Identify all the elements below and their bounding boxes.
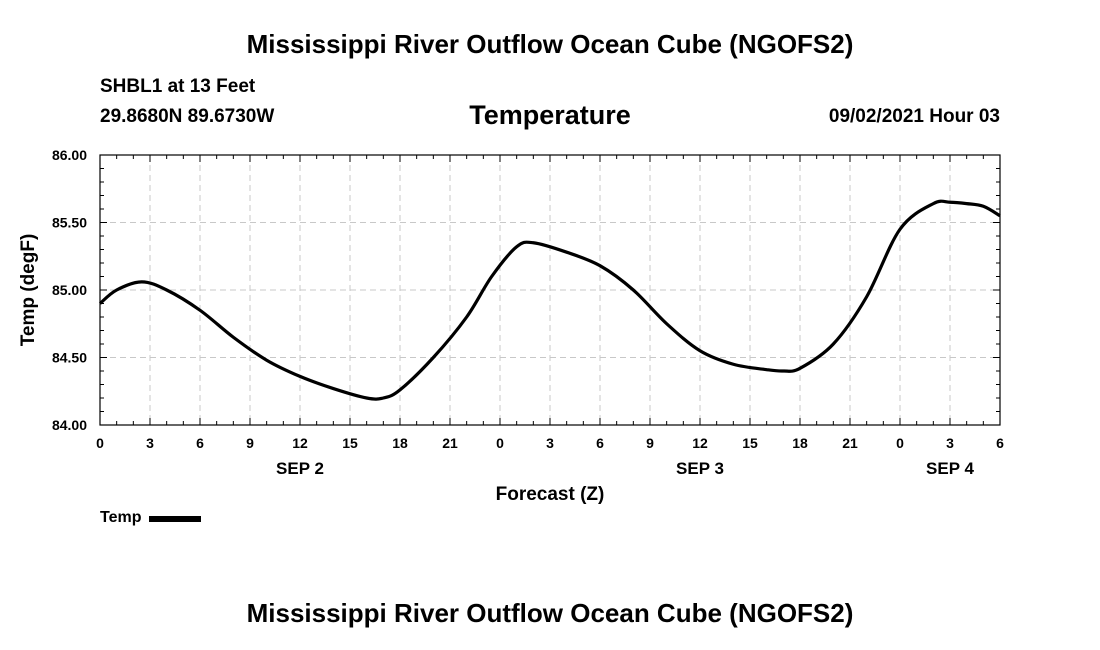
y-tick-label: 86.00 [52, 147, 87, 163]
x-tick-label: 6 [996, 435, 1004, 451]
forecast-datetime: 09/02/2021 Hour 03 [828, 106, 1000, 127]
y-tick-label: 84.00 [52, 417, 87, 433]
x-tick-label: 6 [196, 435, 204, 451]
x-tick-label: 18 [792, 435, 808, 451]
legend-label: Temp [100, 509, 142, 526]
date-label: SEP 4 [926, 459, 974, 478]
station-coordinates: 29.8680N 89.6730W [100, 106, 275, 127]
footer-title: Mississippi River Outflow Ocean Cube (NG… [246, 598, 854, 628]
main-title: Mississippi River Outflow Ocean Cube (NG… [246, 29, 854, 59]
x-tick-label: 12 [692, 435, 708, 451]
grid-lines [100, 155, 1000, 425]
x-tick-label: 9 [646, 435, 654, 451]
x-tick-label: 3 [946, 435, 954, 451]
x-tick-label: 3 [146, 435, 154, 451]
x-tick-label: 18 [392, 435, 408, 451]
x-axis-title: Forecast (Z) [496, 484, 605, 505]
x-tick-label: 21 [842, 435, 858, 451]
date-labels: SEP 2 SEP 3 SEP 4 [276, 459, 974, 478]
y-tick-labels: 84.00 84.50 85.00 85.50 86.00 [52, 147, 87, 433]
series-lines [98, 199, 1001, 401]
x-tick-label: 0 [896, 435, 904, 451]
x-tick-label: 15 [342, 435, 358, 451]
x-tick-label: 21 [442, 435, 458, 451]
date-label: SEP 2 [276, 459, 324, 478]
legend-swatch [149, 516, 202, 522]
y-tick-label: 85.50 [52, 215, 87, 231]
x-tick-label: 9 [246, 435, 254, 451]
x-tick-labels: 0 3 6 9 12 15 18 21 0 3 6 9 12 15 18 21 0 3 6 [96, 435, 1004, 451]
x-tick-label: 12 [292, 435, 308, 451]
x-tick-label: 6 [596, 435, 604, 451]
station-label: SHBL1 at 13 Feet [100, 76, 256, 97]
x-tick-label: 3 [546, 435, 554, 451]
x-tick-label: 0 [96, 435, 104, 451]
x-tick-label: 15 [742, 435, 758, 451]
x-tick-label: 0 [496, 435, 504, 451]
y-axis-title: Temp (degF) [18, 234, 39, 347]
panel-title: Temperature [469, 100, 631, 130]
series-line-temp [98, 199, 1001, 401]
date-label: SEP 3 [676, 459, 724, 478]
y-tick-label: 84.50 [52, 350, 87, 366]
axis-ticks [99, 154, 1001, 426]
y-tick-label: 85.00 [52, 282, 87, 298]
legend: Temp [100, 509, 202, 527]
